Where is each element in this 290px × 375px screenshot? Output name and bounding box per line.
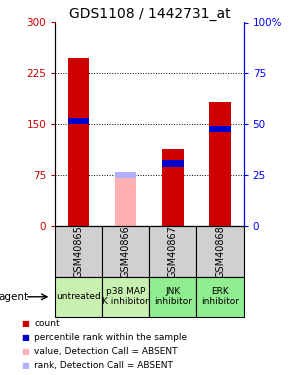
Text: GSM40867: GSM40867 (168, 225, 178, 278)
Text: ■: ■ (21, 333, 29, 342)
Text: rank, Detection Call = ABSENT: rank, Detection Call = ABSENT (35, 361, 173, 370)
Text: GSM40865: GSM40865 (74, 225, 84, 278)
Text: agent: agent (0, 292, 29, 302)
Bar (162, 160, 184, 166)
Bar (149, 226, 197, 277)
Text: percentile rank within the sample: percentile rank within the sample (35, 333, 188, 342)
Text: ERK
inhibitor: ERK inhibitor (201, 287, 239, 306)
Text: ■: ■ (21, 319, 29, 328)
Text: ■: ■ (21, 347, 29, 356)
Bar (68, 118, 89, 124)
Title: GDS1108 / 1442731_at: GDS1108 / 1442731_at (68, 8, 230, 21)
Bar (68, 58, 89, 226)
Text: ■: ■ (21, 361, 29, 370)
Bar (209, 102, 231, 226)
Bar (196, 226, 244, 277)
Bar (162, 149, 184, 226)
Bar (102, 226, 149, 277)
Text: p38 MAP
K inhibitor: p38 MAP K inhibitor (102, 287, 149, 306)
Text: count: count (35, 319, 60, 328)
Bar (55, 226, 102, 277)
Bar (115, 173, 136, 226)
Bar (55, 277, 102, 317)
Text: JNK
inhibitor: JNK inhibitor (154, 287, 192, 306)
Bar (196, 277, 244, 317)
Bar (209, 126, 231, 132)
Text: untreated: untreated (56, 292, 101, 301)
Bar (149, 277, 197, 317)
Bar (115, 172, 136, 178)
Text: GSM40868: GSM40868 (215, 225, 225, 278)
Text: value, Detection Call = ABSENT: value, Detection Call = ABSENT (35, 347, 178, 356)
Text: GSM40866: GSM40866 (121, 225, 131, 278)
Bar (102, 277, 149, 317)
